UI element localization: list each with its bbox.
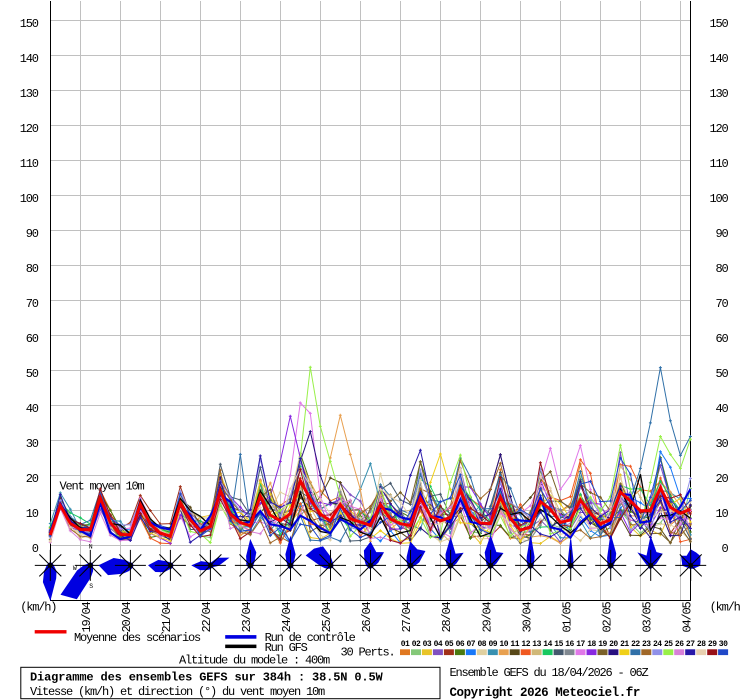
svg-text:03/05: 03/05 <box>640 601 654 632</box>
svg-text:28/04: 28/04 <box>440 601 454 632</box>
svg-text:N: N <box>89 543 93 550</box>
svg-text:140: 140 <box>20 52 39 66</box>
svg-text:Moyenne des scénarios: Moyenne des scénarios <box>74 631 201 645</box>
svg-text:08: 08 <box>477 640 486 649</box>
svg-text:Vitesse (km/h) et direction (°: Vitesse (km/h) et direction (°) du vent … <box>30 685 325 699</box>
svg-text:22/04: 22/04 <box>200 601 214 632</box>
svg-text:22: 22 <box>631 640 640 649</box>
svg-text:100: 100 <box>20 192 39 206</box>
svg-text:02: 02 <box>412 640 421 649</box>
svg-text:30: 30 <box>719 640 728 649</box>
svg-text:14: 14 <box>543 640 552 649</box>
svg-text:100: 100 <box>709 192 728 206</box>
svg-text:Ensemble GEFS du 18/04/2026 -: Ensemble GEFS du 18/04/2026 - 06Z <box>450 666 649 680</box>
svg-text:25: 25 <box>664 640 673 649</box>
svg-text:120: 120 <box>709 122 728 136</box>
svg-text:50: 50 <box>26 367 39 381</box>
svg-text:Run de contrôle: Run de contrôle <box>265 631 356 645</box>
svg-text:26/04: 26/04 <box>360 601 374 632</box>
svg-text:30/04: 30/04 <box>520 601 534 632</box>
svg-text:Run GFS: Run GFS <box>265 641 308 655</box>
svg-text:S: S <box>89 583 93 590</box>
svg-text:29/04: 29/04 <box>480 601 494 632</box>
svg-text:40: 40 <box>715 402 728 416</box>
svg-text:70: 70 <box>26 297 39 311</box>
svg-text:01/05: 01/05 <box>560 601 574 632</box>
svg-text:20/04: 20/04 <box>120 601 134 632</box>
svg-text:07: 07 <box>466 640 475 649</box>
svg-text:30: 30 <box>715 437 728 451</box>
svg-text:04/05: 04/05 <box>680 601 694 632</box>
svg-text:02/05: 02/05 <box>600 601 614 632</box>
svg-text:W: W <box>73 565 77 572</box>
svg-text:40: 40 <box>26 402 39 416</box>
svg-text:23: 23 <box>642 640 651 649</box>
svg-text:24/04: 24/04 <box>280 601 294 632</box>
svg-text:28: 28 <box>697 640 706 649</box>
svg-text:0: 0 <box>721 542 728 556</box>
svg-text:30: 30 <box>26 437 39 451</box>
svg-text:Copyright 2026 Meteociel.fr: Copyright 2026 Meteociel.fr <box>450 686 640 700</box>
svg-text:50: 50 <box>715 367 728 381</box>
svg-text:25/04: 25/04 <box>320 601 334 632</box>
svg-text:150: 150 <box>20 17 39 31</box>
svg-text:11: 11 <box>510 640 519 649</box>
svg-text:17: 17 <box>576 640 585 649</box>
svg-text:Vent moyen 10m: Vent moyen 10m <box>60 480 145 494</box>
svg-text:80: 80 <box>26 262 39 276</box>
svg-text:130: 130 <box>709 87 728 101</box>
svg-text:10: 10 <box>26 507 39 521</box>
svg-text:60: 60 <box>715 332 728 346</box>
svg-text:(km/h): (km/h) <box>20 600 56 614</box>
svg-text:21: 21 <box>620 640 629 649</box>
svg-text:24: 24 <box>653 640 662 649</box>
svg-text:15: 15 <box>554 640 563 649</box>
svg-text:05: 05 <box>445 640 454 649</box>
svg-text:19/04: 19/04 <box>80 601 94 632</box>
svg-text:27: 27 <box>686 640 695 649</box>
svg-text:06: 06 <box>456 640 465 649</box>
svg-text:Diagramme des ensembles GEFS s: Diagramme des ensembles GEFS sur 384h : … <box>30 671 384 685</box>
svg-text:04: 04 <box>434 640 443 649</box>
svg-text:130: 130 <box>20 87 39 101</box>
svg-text:120: 120 <box>20 122 39 136</box>
svg-text:Altitude du modele : 400m: Altitude du modele : 400m <box>179 653 330 667</box>
svg-text:90: 90 <box>715 227 728 241</box>
svg-text:18: 18 <box>587 640 596 649</box>
svg-text:20: 20 <box>715 472 728 486</box>
svg-text:10: 10 <box>715 507 728 521</box>
svg-text:03: 03 <box>423 640 432 649</box>
svg-text:150: 150 <box>709 17 728 31</box>
svg-text:09: 09 <box>488 640 497 649</box>
svg-text:10: 10 <box>499 640 508 649</box>
svg-text:(km/h): (km/h) <box>710 600 740 614</box>
svg-text:110: 110 <box>20 157 39 171</box>
svg-text:20: 20 <box>26 472 39 486</box>
svg-text:13: 13 <box>532 640 541 649</box>
svg-text:26: 26 <box>675 640 684 649</box>
svg-text:110: 110 <box>709 157 728 171</box>
svg-text:16: 16 <box>565 640 574 649</box>
svg-text:20: 20 <box>609 640 618 649</box>
svg-text:70: 70 <box>715 297 728 311</box>
svg-text:27/04: 27/04 <box>400 601 414 632</box>
svg-text:23/04: 23/04 <box>240 601 254 632</box>
svg-text:29: 29 <box>708 640 717 649</box>
svg-text:12: 12 <box>521 640 530 649</box>
svg-text:21/04: 21/04 <box>160 601 174 632</box>
svg-text:19: 19 <box>598 640 607 649</box>
svg-text:60: 60 <box>26 332 39 346</box>
svg-text:30 Perts.: 30 Perts. <box>341 646 395 660</box>
svg-text:90: 90 <box>26 227 39 241</box>
svg-text:140: 140 <box>709 52 728 66</box>
svg-text:01: 01 <box>401 640 410 649</box>
svg-text:0: 0 <box>32 542 39 556</box>
svg-text:80: 80 <box>715 262 728 276</box>
